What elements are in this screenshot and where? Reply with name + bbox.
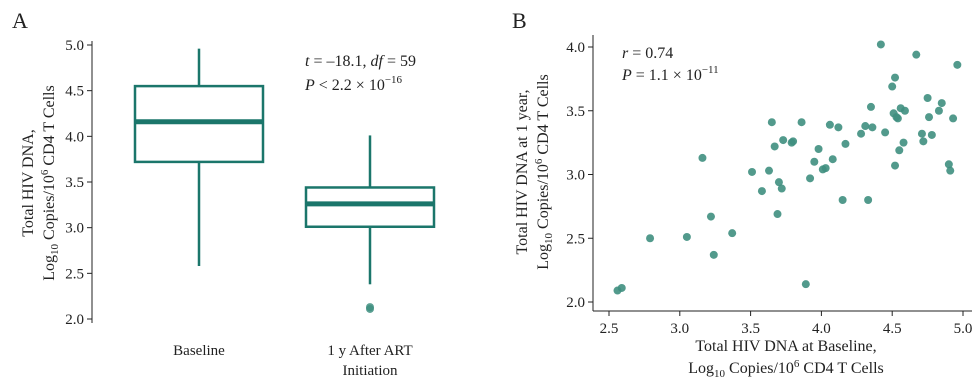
scatter-point bbox=[757, 187, 766, 196]
scatter-point bbox=[881, 128, 890, 137]
scatter-point bbox=[821, 164, 830, 173]
panel-a-stat-t: t = –18.1, df = 59 bbox=[305, 53, 416, 70]
panel-b-x-tick-label: 3.0 bbox=[670, 321, 689, 337]
panel-a-y-axis-label-line1: Total HIV DNA, bbox=[20, 129, 37, 236]
panel-a-x-tick-label: 1 y After ART bbox=[327, 343, 412, 359]
scatter-point bbox=[925, 113, 934, 122]
scatter-point bbox=[899, 138, 908, 147]
scatter-point bbox=[706, 212, 715, 221]
panel-b-y-tick-label: 2.5 bbox=[566, 231, 585, 247]
panel-a-y-tick-label: 4.0 bbox=[65, 129, 84, 145]
panel-b-axes: 2.0 2.5 3.0 3.5 4.0 2.5 3.0 3.5 4.0 4.5 5.0 bbox=[566, 35, 972, 337]
scatter-point bbox=[919, 137, 928, 146]
scatter-point bbox=[864, 196, 873, 204]
scatter-point bbox=[888, 82, 897, 91]
scatter-point bbox=[828, 155, 837, 164]
scatter-point bbox=[728, 229, 737, 238]
panel-b-x-axis-label-line2: Log10 Copies/106 CD4 T Cells bbox=[688, 358, 883, 379]
panel-a-x-tick-label: Baseline bbox=[173, 343, 225, 359]
scatter-point bbox=[806, 174, 815, 183]
scatter-point bbox=[934, 106, 943, 115]
scatter-point bbox=[891, 161, 900, 170]
panel-a-x-tick-labels: Baseline 1 y After ART Initiation bbox=[173, 343, 413, 379]
panel-a-y-tick-label: 5.0 bbox=[65, 38, 84, 54]
scatter-point bbox=[923, 94, 932, 102]
scatter-point bbox=[789, 137, 798, 146]
scatter-point bbox=[709, 250, 718, 259]
scatter-point bbox=[927, 130, 936, 139]
outlier-point bbox=[366, 303, 374, 312]
scatter-point bbox=[797, 118, 806, 127]
panel-b-y-tick-label: 4.0 bbox=[566, 40, 585, 56]
panel-b-y-tick-label: 2.0 bbox=[566, 295, 585, 311]
scatter-point bbox=[698, 153, 707, 162]
panel-a-y-tick-label: 3.5 bbox=[65, 175, 84, 191]
panel-b-stat-r: r = 0.74 bbox=[622, 45, 673, 62]
scatter-point bbox=[944, 160, 953, 169]
panel-b-x-tick-label: 2.5 bbox=[600, 321, 619, 337]
panel-b-x-axis-label-line1: Total HIV DNA at Baseline, bbox=[695, 338, 876, 355]
scatter-point bbox=[748, 167, 757, 176]
panel-a-stat-p: P < 2.2 × 10−16 bbox=[304, 74, 403, 94]
scatter-point bbox=[868, 123, 877, 132]
panel-a-y-tick-label: 2.5 bbox=[65, 266, 84, 282]
scatter-point bbox=[617, 283, 626, 292]
scatter-point bbox=[779, 136, 788, 145]
scatter-point bbox=[893, 114, 902, 123]
panel-b-points bbox=[613, 40, 962, 295]
panel-b-x-tick-label: 3.5 bbox=[741, 321, 760, 337]
panel-a-y-tick-label: 2.0 bbox=[65, 312, 84, 328]
scatter-point bbox=[937, 99, 946, 108]
scatter-point bbox=[946, 166, 955, 175]
scatter-point bbox=[767, 118, 776, 127]
panel-b-stat-p: P = 1.1 × 10−11 bbox=[621, 64, 719, 84]
panel-b-y-tick-label: 3.5 bbox=[566, 104, 585, 120]
panel-a-y-tick-label: 3.0 bbox=[65, 221, 84, 237]
scatter-point bbox=[917, 129, 926, 138]
panel-b-label: B bbox=[512, 8, 527, 33]
scatter-point bbox=[770, 142, 779, 151]
panel-a-x-tick-label: Initiation bbox=[343, 363, 398, 379]
scatter-point bbox=[774, 178, 783, 187]
scatter-point bbox=[891, 73, 900, 82]
scatter-point bbox=[841, 139, 850, 148]
panel-b-y-axis-label-line1: Total HIV DNA at 1 year, bbox=[514, 89, 531, 254]
panel-a-y-ticks: 2.0 2.5 3.0 3.5 4.0 4.5 5.0 bbox=[65, 38, 93, 328]
scatter-point bbox=[838, 196, 847, 204]
scatter-point bbox=[912, 50, 921, 59]
scatter-point bbox=[900, 106, 909, 115]
scatter-point bbox=[861, 122, 870, 131]
scatter-point bbox=[773, 210, 782, 219]
panel-a-label: A bbox=[12, 8, 28, 33]
scatter-point bbox=[765, 166, 774, 175]
panel-a-box-1 bbox=[133, 48, 265, 267]
scatter-point bbox=[953, 60, 962, 69]
panel-b-y-axis-label-line2: Log10 Copies/106 CD4 T Cells bbox=[533, 74, 555, 269]
panel-b-x-tick-label: 4.5 bbox=[883, 321, 902, 337]
scatter-point bbox=[857, 129, 866, 138]
scatter-point bbox=[876, 40, 885, 49]
scatter-point bbox=[801, 280, 810, 289]
panel-a-y-tick-label: 4.5 bbox=[65, 84, 84, 100]
panel-b-scatter: B 2.0 2.5 3.0 3.5 4.0 2.5 3.0 3.5 4.0 4.5 5.0 Tota… bbox=[512, 8, 972, 379]
scatter-point bbox=[682, 232, 691, 241]
interquartile-box bbox=[304, 186, 436, 229]
panel-a-boxplot: A 2.0 2.5 3.0 3.5 4.0 4.5 5.0 Baseline 1 y Afte… bbox=[12, 8, 436, 379]
panel-a-y-axis-label-line2: Log10 Copies/106 CD4 T Cells bbox=[39, 85, 61, 280]
panel-a-boxes bbox=[133, 48, 436, 313]
scatter-point bbox=[834, 123, 843, 132]
panel-a-box-2 bbox=[304, 135, 436, 313]
scatter-point bbox=[646, 234, 655, 243]
scatter-point bbox=[810, 157, 819, 166]
scatter-point bbox=[825, 120, 834, 129]
scatter-point bbox=[949, 114, 958, 123]
scatter-point bbox=[814, 145, 823, 153]
panel-b-x-tick-label: 4.0 bbox=[812, 321, 831, 337]
scatter-point bbox=[866, 102, 875, 111]
panel-b-y-tick-label: 3.0 bbox=[566, 168, 585, 184]
scatter-point bbox=[895, 146, 904, 155]
panel-b-x-tick-label: 5.0 bbox=[954, 321, 973, 337]
scatter-point bbox=[777, 184, 786, 193]
